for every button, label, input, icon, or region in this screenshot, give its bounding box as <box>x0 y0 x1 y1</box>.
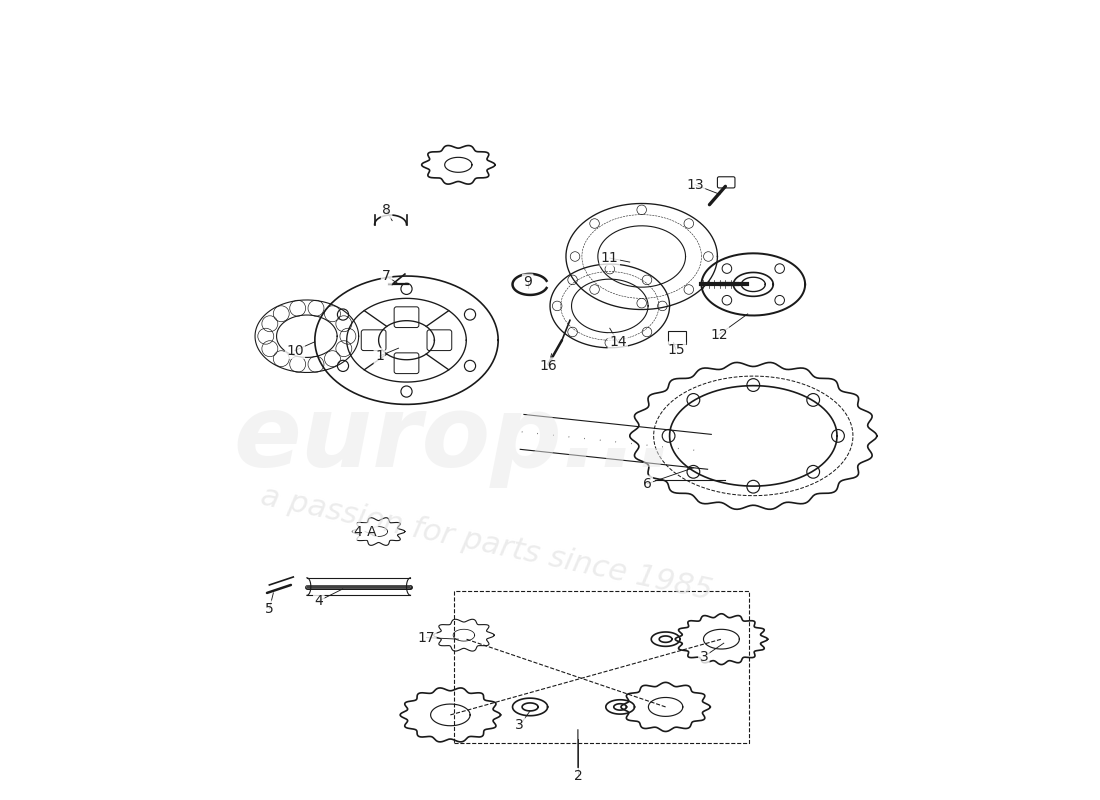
Text: 9: 9 <box>524 275 532 289</box>
Text: a passion for parts since 1985: a passion for parts since 1985 <box>257 482 715 606</box>
Text: 14: 14 <box>609 335 627 349</box>
Text: 4 A: 4 A <box>354 525 376 538</box>
Text: 3: 3 <box>700 650 708 664</box>
Text: 2: 2 <box>573 770 582 783</box>
Text: 8: 8 <box>382 203 390 218</box>
Text: 3: 3 <box>515 718 524 732</box>
Text: 15: 15 <box>667 342 685 357</box>
Text: 1: 1 <box>375 349 384 363</box>
Text: 5: 5 <box>265 602 274 616</box>
Bar <box>668 331 685 344</box>
Text: 16: 16 <box>539 358 558 373</box>
Text: 10: 10 <box>286 343 304 358</box>
Text: 12: 12 <box>711 328 728 342</box>
Text: 7: 7 <box>382 270 390 283</box>
Text: 6: 6 <box>642 477 651 490</box>
Text: 17: 17 <box>418 630 436 645</box>
Text: 13: 13 <box>686 178 704 192</box>
Text: 4: 4 <box>315 594 323 608</box>
Text: europ...: europ... <box>233 391 675 488</box>
Text: 11: 11 <box>601 251 618 265</box>
